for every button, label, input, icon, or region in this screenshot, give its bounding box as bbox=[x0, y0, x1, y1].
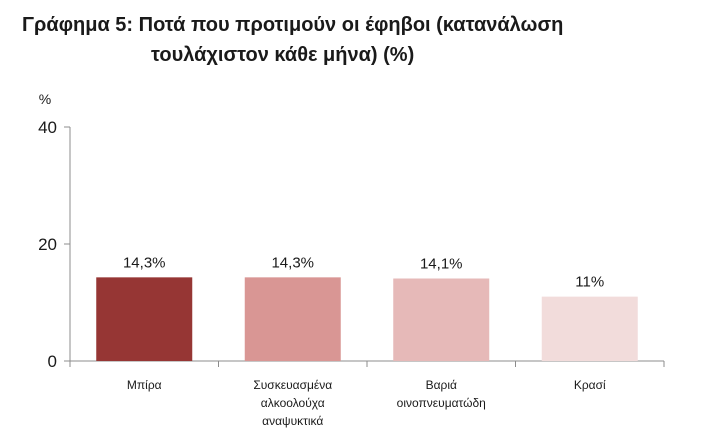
y-tick-label: 40 bbox=[38, 118, 57, 137]
data-label: 14,3% bbox=[123, 254, 166, 271]
data-label: 14,1% bbox=[420, 256, 463, 273]
bar bbox=[96, 277, 193, 361]
y-tick-label: 20 bbox=[38, 235, 57, 254]
category-label: οινοπνευματώδη bbox=[397, 396, 486, 410]
chart-title-line-2: τουλάχιστον κάθε μήνα) (%) bbox=[151, 44, 415, 66]
bar bbox=[393, 278, 490, 361]
category-label: αναψυκτικά bbox=[262, 414, 323, 428]
bar bbox=[541, 296, 638, 361]
category-label: Κρασί bbox=[574, 378, 606, 392]
category-label: Βαριά bbox=[426, 378, 457, 392]
category-label: Συσκευασμένα bbox=[253, 378, 332, 392]
bar bbox=[244, 277, 341, 361]
chart-title-line-1: Γράφημα 5: Ποτά που προτιμούν οι έφηβοι … bbox=[22, 14, 564, 36]
category-label: αλκοολούχα bbox=[261, 396, 325, 410]
category-label: Μπίρα bbox=[127, 378, 162, 392]
data-label: 14,3% bbox=[271, 254, 314, 271]
y-axis-label: % bbox=[39, 91, 51, 107]
data-label: 11% bbox=[575, 274, 604, 291]
y-tick-label: 0 bbox=[48, 352, 57, 371]
